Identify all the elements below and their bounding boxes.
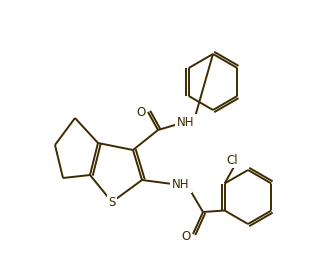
Text: Cl: Cl [226,153,238,167]
Text: O: O [181,230,191,244]
Text: NH: NH [177,116,195,129]
Text: O: O [137,105,146,118]
Text: NH: NH [172,178,190,192]
Text: S: S [108,196,116,209]
